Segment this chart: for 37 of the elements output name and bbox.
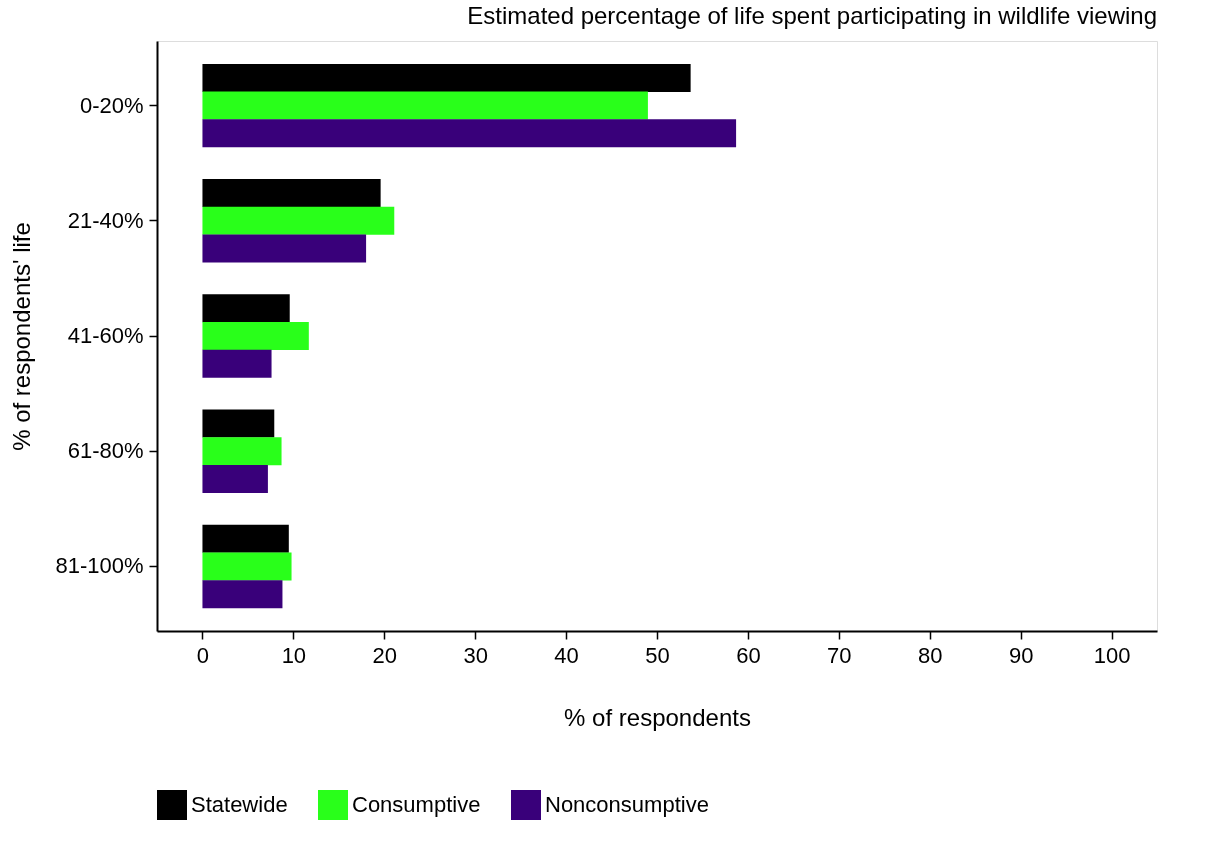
bar: [202, 206, 395, 235]
legend-label: Consumptive: [352, 792, 481, 817]
bar: [202, 63, 691, 92]
x-tick-label: 90: [1008, 642, 1034, 668]
x-tick-label: 0: [196, 642, 210, 668]
bar: [202, 552, 292, 581]
x-tick-label: 70: [827, 642, 852, 668]
chart-title: Estimated percentage of life spent participating in wildlife viewing: [467, 2, 1157, 29]
x-tick-label: 30: [463, 642, 488, 668]
bar: [202, 437, 282, 466]
bar: [202, 409, 275, 438]
y-tick-label: 61-80%: [67, 438, 144, 464]
x-tick-label: 50: [645, 642, 670, 668]
bar: [202, 580, 283, 609]
x-axis-title: % of respondents: [564, 703, 751, 731]
bar: [202, 91, 648, 120]
bar: [202, 234, 367, 263]
bar: [202, 349, 272, 378]
bar: [202, 119, 737, 148]
x-tick-label: 60: [736, 642, 761, 668]
bar: [202, 294, 290, 323]
bar: [202, 464, 268, 493]
bar: [202, 179, 381, 208]
y-tick-label: 41-60%: [67, 323, 144, 348]
legend-label: Statewide: [191, 792, 288, 817]
y-axis-title: % of respondents' life: [8, 222, 36, 451]
y-tick-label: 21-40%: [67, 207, 144, 233]
bar: [202, 322, 309, 350]
x-tick-label: 100: [1093, 642, 1131, 668]
x-tick-label: 20: [372, 642, 398, 668]
x-tick-label: 40: [554, 642, 579, 668]
bar: [202, 524, 289, 553]
y-tick-label: 0-20%: [79, 92, 144, 118]
legend-label: Nonconsumptive: [545, 792, 709, 817]
x-tick-label: 80: [917, 642, 943, 668]
x-tick-label: 10: [281, 642, 307, 668]
y-tick-label: 81-100%: [55, 553, 144, 579]
